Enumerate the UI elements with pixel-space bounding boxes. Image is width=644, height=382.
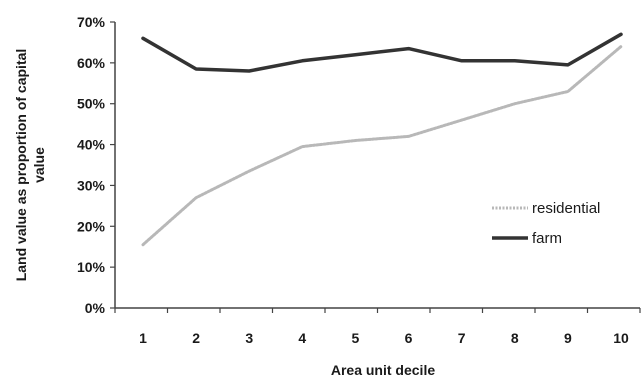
- legend-label-farm: farm: [532, 230, 562, 247]
- x-tick-label: 4: [298, 330, 306, 346]
- series-line-farm: [141, 32, 623, 73]
- x-tick-label: 3: [245, 330, 253, 346]
- x-tick-label: 1: [139, 330, 147, 346]
- plot-area: 0% 10% 20% 30% 40% 50% 60% 70% 1 2 3 4 5 6 7 8 9 10: [77, 14, 641, 346]
- x-ticks: 1 2 3 4 5 6 7 8 9 10: [114, 308, 641, 346]
- x-tick-label: 6: [405, 330, 413, 346]
- x-tick-label: 7: [458, 330, 466, 346]
- x-tick-label: 5: [352, 330, 360, 346]
- y-tick-label: 70%: [77, 14, 106, 30]
- y-tick-label: 20%: [77, 218, 106, 234]
- x-tick-label: 8: [511, 330, 519, 346]
- y-axis-title: Land value as proportion of capital valu…: [13, 49, 47, 282]
- x-tick-label: 10: [613, 330, 629, 346]
- y-tick-label: 50%: [77, 96, 106, 112]
- series-line-residential: [141, 45, 623, 247]
- y-ticks: 0% 10% 20% 30% 40% 50% 60% 70%: [77, 14, 115, 316]
- x-tick-label: 2: [192, 330, 200, 346]
- y-tick-label: 10%: [77, 259, 106, 275]
- series-lines: [141, 32, 623, 247]
- y-tick-label: 60%: [77, 55, 106, 71]
- legend: residential farm: [492, 200, 600, 247]
- x-tick-label: 9: [564, 330, 572, 346]
- y-tick-label: 40%: [77, 137, 106, 153]
- y-tick-label: 0%: [85, 300, 106, 316]
- y-axis-title-line-2: value: [31, 147, 47, 183]
- x-axis-title: Area unit decile: [331, 362, 435, 378]
- y-axis-title-line-1: Land value as proportion of capital: [13, 49, 29, 282]
- legend-label-residential: residential: [532, 200, 600, 217]
- y-tick-label: 30%: [77, 177, 106, 193]
